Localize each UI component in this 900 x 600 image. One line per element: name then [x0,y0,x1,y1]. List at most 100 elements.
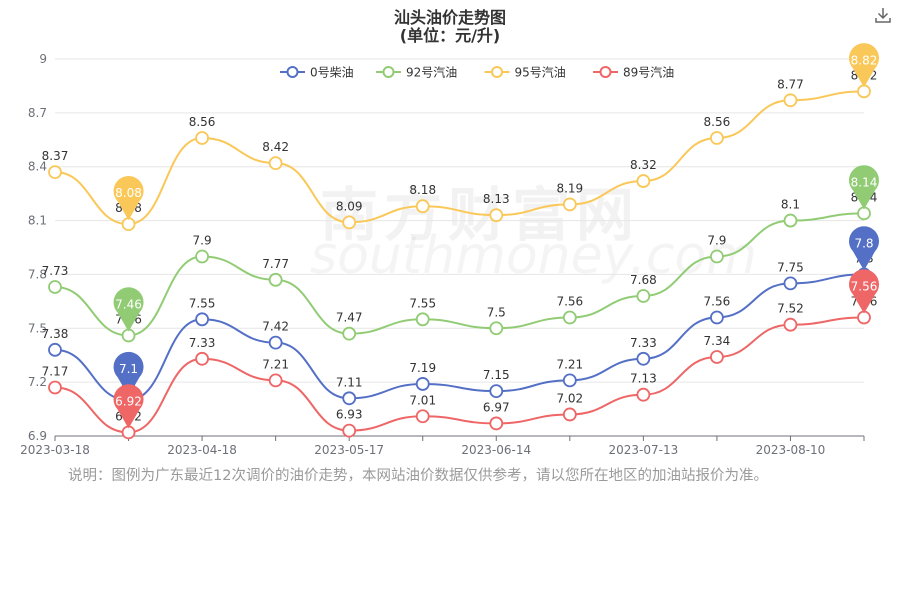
data-label: 7.56 [556,295,583,309]
data-label: 8.09 [336,199,363,213]
data-point [783,276,798,291]
x-tick-label: 2023-07-13 [608,443,678,457]
legend-marker [286,66,299,78]
data-label: 7.5 [487,305,506,319]
markpoint-label: 8.08 [115,186,142,200]
data-label: 7.56 [704,295,731,309]
download-icon[interactable] [874,6,892,24]
y-tick-label: 8.1 [28,214,47,228]
data-point [562,407,577,422]
legend-marker [599,66,612,78]
data-point [195,249,209,264]
legend-marker [382,66,395,78]
data-label: 7.33 [630,336,657,350]
data-point [783,317,798,332]
markpoint-label: 7.46 [115,297,142,311]
y-tick-label: 8.4 [28,160,47,174]
markpoint-label: 7.56 [851,280,878,294]
x-tick-label: 2023-08-10 [756,443,826,457]
x-tick-label: 2023-06-14 [461,443,531,457]
data-label: 7.75 [777,260,804,274]
y-tick-label: 7.5 [28,321,47,335]
series-line [54,316,865,434]
chart-subtitle: (单位：元/升) [399,26,501,45]
data-point [195,351,209,366]
data-point [48,342,62,357]
data-point [636,351,651,366]
data-point [342,326,357,341]
data-label: 8.1 [781,198,800,212]
markpoint-pin [113,175,144,221]
markpoint-pin [849,43,879,88]
data-point [489,208,504,223]
data-label: 7.55 [409,296,436,310]
data-point [342,215,357,230]
data-point [489,384,504,399]
legend-label: 95号汽油 [515,65,566,80]
watermark-text: 南方财富网 [320,181,641,249]
data-label: 7.68 [630,273,657,287]
data-point [710,350,724,364]
markpoint-label: 6.92 [115,394,142,408]
data-point [489,321,504,336]
legend-label: 92号汽油 [406,65,457,80]
data-point [710,131,724,145]
data-label: 7.11 [336,375,363,389]
data-label: 7.38 [42,327,69,341]
data-point [415,312,430,327]
data-point [48,280,62,294]
y-tick-label: 7.2 [28,375,47,389]
data-label: 7.21 [262,357,289,371]
data-label: 8.19 [556,181,583,195]
data-point [48,165,62,180]
y-tick-label: 9 [39,52,47,66]
legend-marker [491,66,503,78]
data-point [415,377,430,391]
data-point [342,423,357,438]
data-point [415,199,430,214]
markpoint-label: 7.1 [119,362,138,376]
data-point [562,373,577,388]
data-point [636,387,651,402]
data-label: 7.33 [189,336,216,350]
data-point [268,335,283,350]
markpoint-pin [849,165,880,210]
data-label: 8.37 [42,149,69,163]
markpoint-pin [113,384,144,429]
markpoint-pin [113,287,144,332]
data-label: 7.77 [262,257,289,271]
data-point [710,310,724,325]
series-line [54,273,865,402]
data-label: 7.73 [42,264,69,278]
data-label: 7.47 [336,311,363,325]
data-label: 8.42 [262,140,289,154]
data-label: 7.34 [704,334,731,348]
data-label: 7.42 [262,320,289,334]
x-tick-label: 2023-05-17 [314,443,384,457]
data-point [783,213,798,228]
data-label: 7.9 [707,233,726,247]
data-point [48,380,62,395]
markpoint-label: 8.82 [851,53,878,67]
markpoint-pin [849,226,880,271]
data-point [268,272,283,287]
legend-label: 89号汽油 [623,65,674,80]
y-tick-label: 7.8 [28,267,47,281]
x-tick-label: 2023-04-18 [167,443,237,457]
data-point [342,391,357,406]
data-label: 6.93 [336,408,363,422]
watermark-url: southmoney.com [310,226,757,286]
data-label: 6.97 [483,400,510,414]
data-label: 7.55 [189,296,216,310]
chart-title: 汕头油价走势图 [393,8,506,27]
data-label: 8.32 [630,158,657,172]
series-line [54,90,865,226]
data-point [489,416,504,431]
data-point [636,289,651,303]
data-label: 7.01 [409,393,436,407]
data-point [783,93,798,108]
data-label: 7.15 [483,368,510,382]
y-tick-label: 8.7 [28,106,47,120]
data-label: 7.21 [556,357,583,371]
